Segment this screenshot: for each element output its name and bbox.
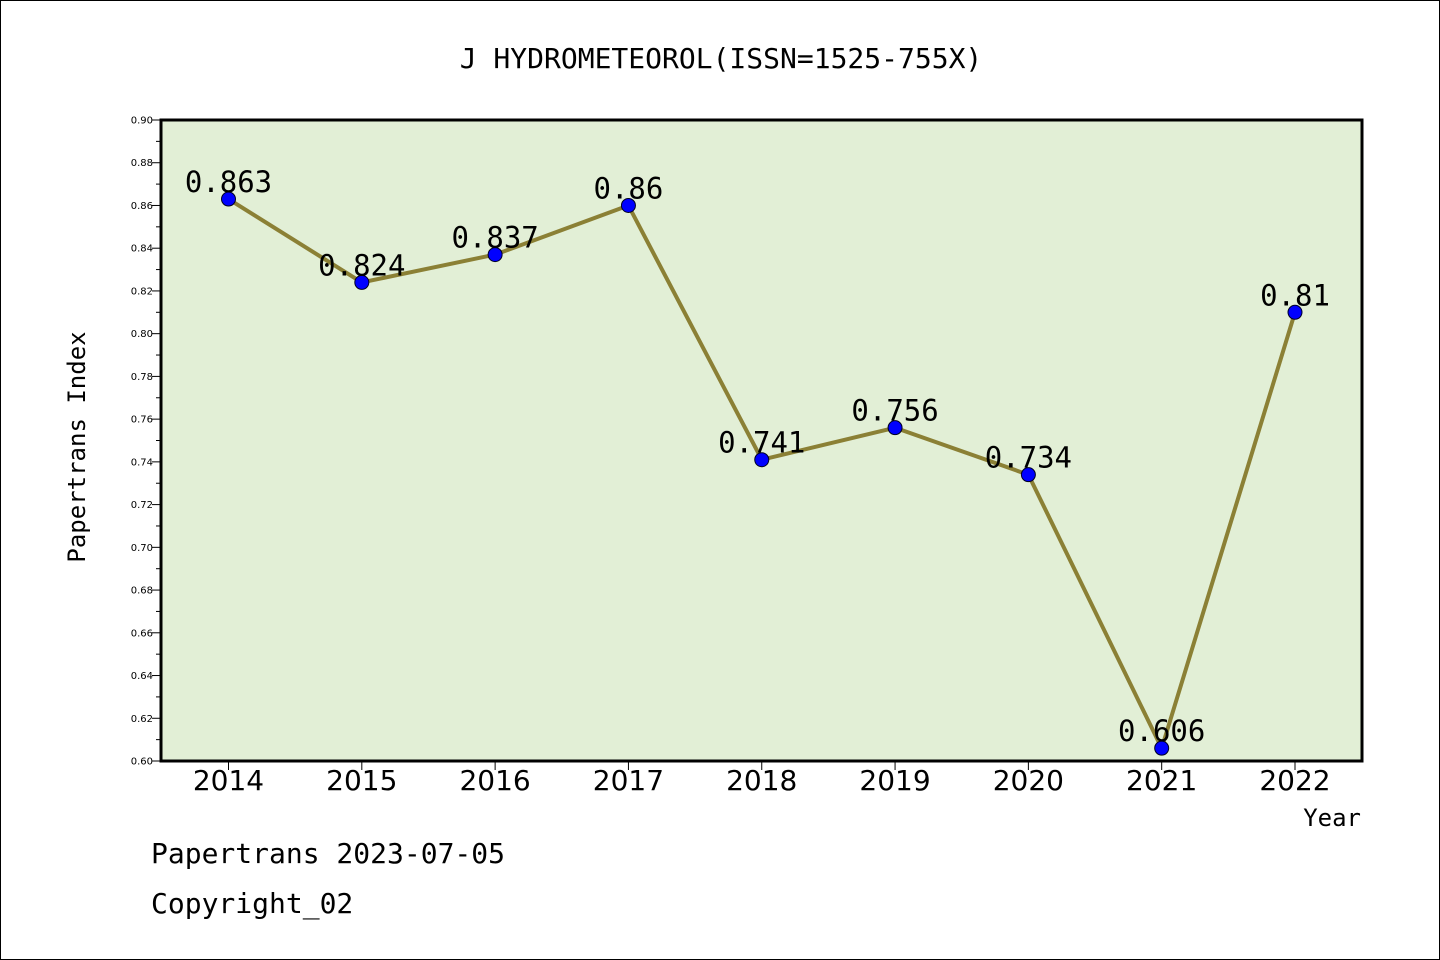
x-tick-label: 2019 (859, 764, 930, 797)
data-point (487, 247, 503, 263)
y-tick-label: 0.76 (131, 415, 153, 426)
data-point (354, 274, 370, 290)
data-point (887, 420, 903, 436)
y-axis-label: Papertrans Index (63, 331, 91, 562)
x-tick-label: 2018 (726, 764, 797, 797)
data-label: 0.837 (451, 221, 538, 255)
x-axis-label: Year (1303, 804, 1361, 832)
series-layer: 0.863 0.824 0.837 0.86 0.741 0.756 0.734 0.606 0… (185, 165, 1330, 756)
y-tick-label: 0.70 (131, 543, 153, 554)
data-point (1020, 467, 1036, 483)
y-tick-label: 0.86 (131, 201, 153, 212)
y-tick-label: 0.90 (131, 116, 153, 127)
data-label: 0.824 (318, 248, 405, 282)
data-label: 0.81 (1260, 278, 1330, 312)
y-tick-label: 0.66 (131, 628, 153, 639)
data-label: 0.741 (718, 426, 805, 460)
y-tick-label: 0.74 (131, 457, 153, 468)
y-tick-label: 0.72 (131, 500, 153, 511)
y-tick-label: 0.80 (131, 329, 153, 340)
y-tick-label: 0.78 (131, 372, 153, 383)
y-tick-label: 0.84 (131, 244, 153, 255)
data-point (754, 452, 770, 468)
data-point (620, 197, 636, 213)
y-tick-label: 0.68 (131, 586, 153, 597)
y-tick-label: 0.88 (131, 158, 153, 169)
y-axis: 0.60 0.62 0.64 0.66 0.68 0.70 0.72 0.74 0.76 0.78… (131, 116, 161, 768)
plot-area (159, 118, 1364, 763)
footer-date: Papertrans 2023-07-05 (151, 837, 506, 870)
x-tick-label: 2021 (1126, 764, 1197, 797)
x-axis: 2014 2015 2016 2017 2018 2019 2020 2021 2022 (193, 761, 1331, 797)
data-label: 0.756 (851, 394, 938, 428)
data-label: 0.86 (594, 171, 664, 205)
x-tick-label: 2017 (593, 764, 664, 797)
y-tick-label: 0.64 (131, 671, 153, 682)
x-tick-label: 2016 (459, 764, 530, 797)
x-tick-label: 2014 (193, 764, 264, 797)
chart-title: J HYDROMETEOROL(ISSN=1525-755X) (460, 42, 983, 75)
data-point (1154, 740, 1170, 756)
data-label: 0.863 (185, 165, 272, 199)
x-tick-label: 2020 (993, 764, 1064, 797)
y-tick-label: 0.60 (131, 757, 153, 768)
x-tick-label: 2022 (1259, 764, 1330, 797)
data-point (1287, 304, 1303, 320)
data-label: 0.606 (1118, 714, 1205, 748)
data-point (221, 191, 236, 207)
y-tick-label: 0.62 (131, 714, 153, 725)
footer-copyright: Copyright_02 (151, 887, 354, 920)
x-tick-label: 2015 (326, 764, 397, 797)
y-tick-label: 0.82 (131, 286, 153, 297)
data-label: 0.734 (985, 441, 1072, 475)
